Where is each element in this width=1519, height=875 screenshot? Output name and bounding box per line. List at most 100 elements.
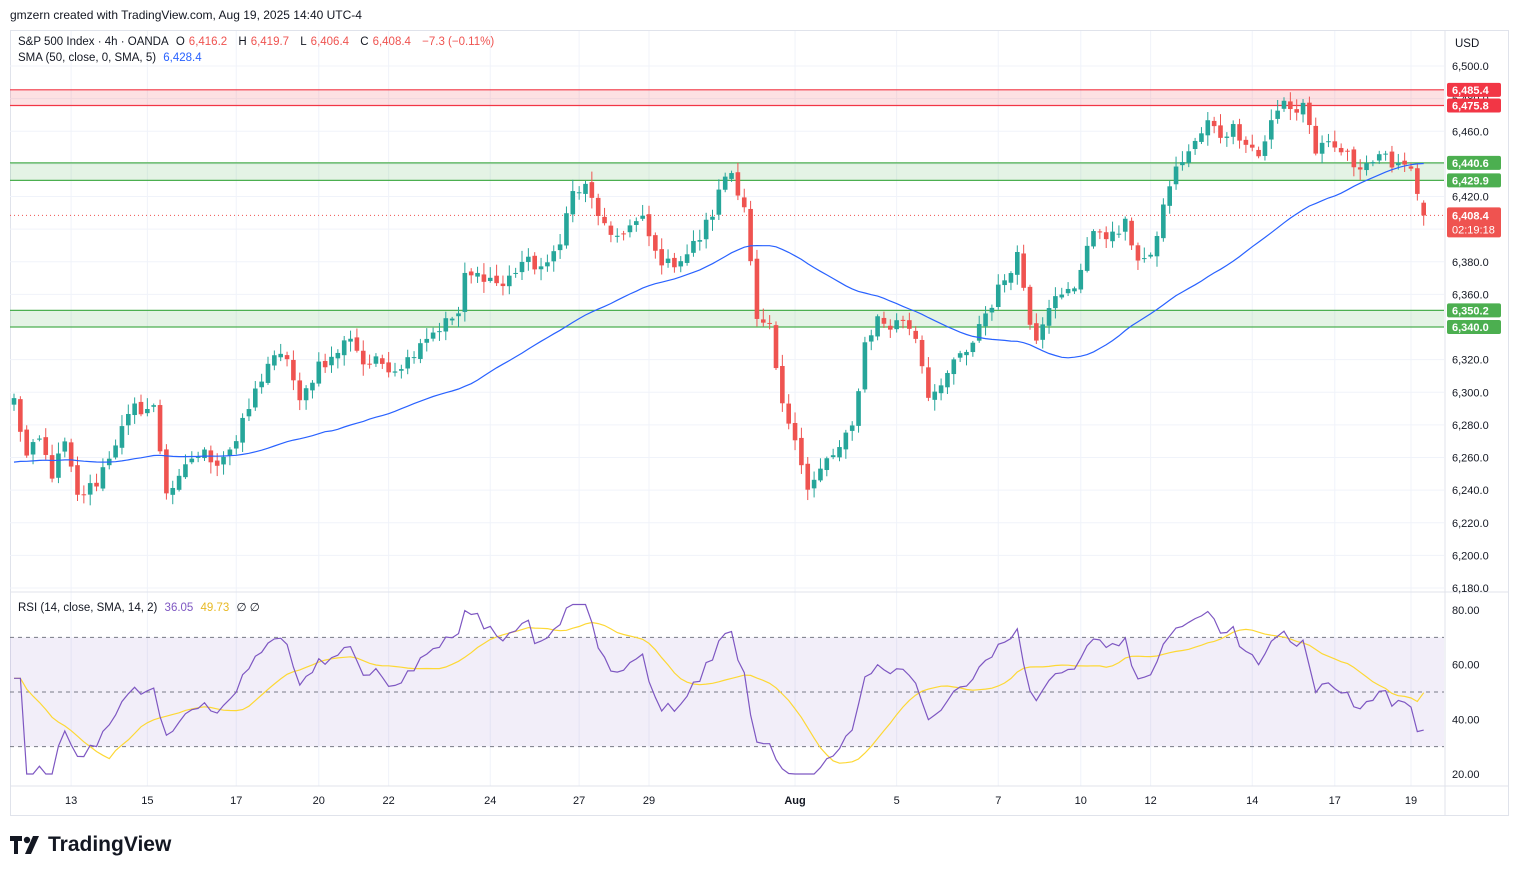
- candle-body: [608, 225, 614, 235]
- candle-body: [1059, 294, 1065, 298]
- candle-body: [367, 363, 372, 365]
- candle-body: [1408, 166, 1414, 169]
- candle-body: [291, 359, 296, 381]
- candle-body: [246, 409, 252, 417]
- candle-body: [792, 422, 798, 441]
- candle-body: [500, 283, 506, 287]
- high-label: H: [238, 36, 247, 48]
- candle-body: [818, 468, 823, 481]
- candle-body: [360, 350, 366, 365]
- rsi-tick-label: 40.00: [1452, 714, 1480, 726]
- candle-body: [475, 272, 480, 277]
- candle-body: [1161, 204, 1166, 239]
- candle-body: [1376, 154, 1382, 161]
- time-tick-label: 27: [573, 795, 585, 807]
- candle-body: [94, 482, 99, 487]
- candle-body: [1357, 167, 1363, 170]
- candle-body: [849, 425, 855, 431]
- candle-body: [665, 258, 671, 264]
- chart-frame[interactable]: [10, 30, 1509, 816]
- support-zone: [10, 310, 1444, 327]
- candle-body: [1103, 232, 1109, 240]
- candle-body: [684, 254, 690, 263]
- candle-body: [1364, 163, 1369, 171]
- candle-body: [1078, 269, 1084, 290]
- resistance-price-tag: 6,485.4: [1452, 85, 1490, 97]
- support-price-tag: 6,340.0: [1452, 322, 1489, 334]
- candle-body: [214, 460, 220, 466]
- candle-body: [24, 429, 29, 456]
- candle-body: [957, 353, 963, 358]
- rsi-sma-line: [14, 621, 1425, 764]
- candle-body: [951, 359, 957, 375]
- candle-body: [278, 353, 283, 358]
- candle-body: [1192, 140, 1198, 150]
- candle-body: [1256, 149, 1261, 157]
- candle-body: [221, 456, 226, 465]
- candle-body: [1402, 160, 1407, 165]
- tradingview-brand[interactable]: TradingView: [10, 833, 171, 857]
- candle-body: [481, 274, 487, 282]
- candle-body: [551, 251, 557, 262]
- candle-body: [926, 367, 931, 398]
- sma-50-line: [13, 162, 1424, 463]
- candle-body: [297, 380, 303, 401]
- candle-body: [526, 256, 531, 263]
- candle-body: [621, 233, 626, 235]
- support-price-tag-bg: [1447, 155, 1501, 170]
- candle-body: [189, 458, 195, 463]
- rsi-label[interactable]: RSI (14, close, SMA, 14, 2): [18, 602, 158, 614]
- candle-body: [303, 388, 309, 401]
- candle-body: [532, 255, 537, 270]
- candle-body: [1053, 296, 1058, 309]
- candle-body: [761, 319, 766, 323]
- candle-body: [1389, 151, 1395, 168]
- candle-body: [494, 275, 499, 284]
- candle-body: [399, 369, 404, 371]
- rsi-tick-label: 60.00: [1452, 660, 1480, 672]
- change-value: −7.3 (−0.11%): [422, 36, 495, 48]
- candle-body: [392, 371, 398, 373]
- candle-body: [1262, 141, 1268, 156]
- candle-body: [1142, 258, 1147, 260]
- candle-body: [697, 240, 703, 242]
- high-value: 6,419.7: [250, 36, 290, 48]
- candle-body: [310, 382, 315, 391]
- time-tick-label: Aug: [784, 795, 805, 807]
- symbol-label[interactable]: S&P 500 Index · 4h · OANDA: [18, 36, 169, 48]
- candle-body: [1072, 288, 1077, 292]
- price-tick-label: 6,360.0: [1452, 289, 1489, 301]
- candle-body: [919, 339, 925, 367]
- resistance-price-tag-bg: [1447, 98, 1501, 113]
- candle-body: [1313, 125, 1319, 154]
- currency-label[interactable]: USD: [1455, 38, 1480, 50]
- candle-body: [716, 189, 722, 215]
- main-legend: S&P 500 Index · 4h · OANDA O 6,416.2 H 6,4…: [18, 36, 498, 48]
- candle-body: [348, 338, 353, 342]
- candle-body: [329, 356, 334, 366]
- support-price-tag-bg: [1447, 320, 1501, 334]
- price-tick-label: 6,320.0: [1452, 355, 1489, 367]
- candle-body: [87, 483, 93, 495]
- candle-body: [856, 391, 861, 426]
- candle-body: [1421, 202, 1426, 216]
- candle-body: [272, 355, 277, 366]
- candle-body: [1186, 151, 1192, 163]
- price-tick-label: 6,280.0: [1452, 420, 1489, 432]
- candlestick-series: [11, 92, 1426, 506]
- candle-body: [456, 313, 461, 317]
- candle-body: [202, 449, 207, 459]
- candle-body: [430, 332, 436, 339]
- sma-label[interactable]: SMA (50, close, 0, SMA, 5): [18, 52, 157, 64]
- candle-body: [164, 449, 169, 494]
- candle-body: [1326, 141, 1331, 143]
- sma-value: 6,428.4: [163, 52, 202, 64]
- candle-body: [1396, 162, 1401, 166]
- candle-body: [1383, 153, 1388, 155]
- candle-body: [703, 219, 709, 240]
- time-tick-label: 10: [1075, 795, 1087, 807]
- candle-body: [56, 453, 61, 478]
- price-axis: 6,500.06,480.06,460.06,440.06,420.06,400…: [1447, 61, 1501, 781]
- candle-body: [589, 182, 595, 198]
